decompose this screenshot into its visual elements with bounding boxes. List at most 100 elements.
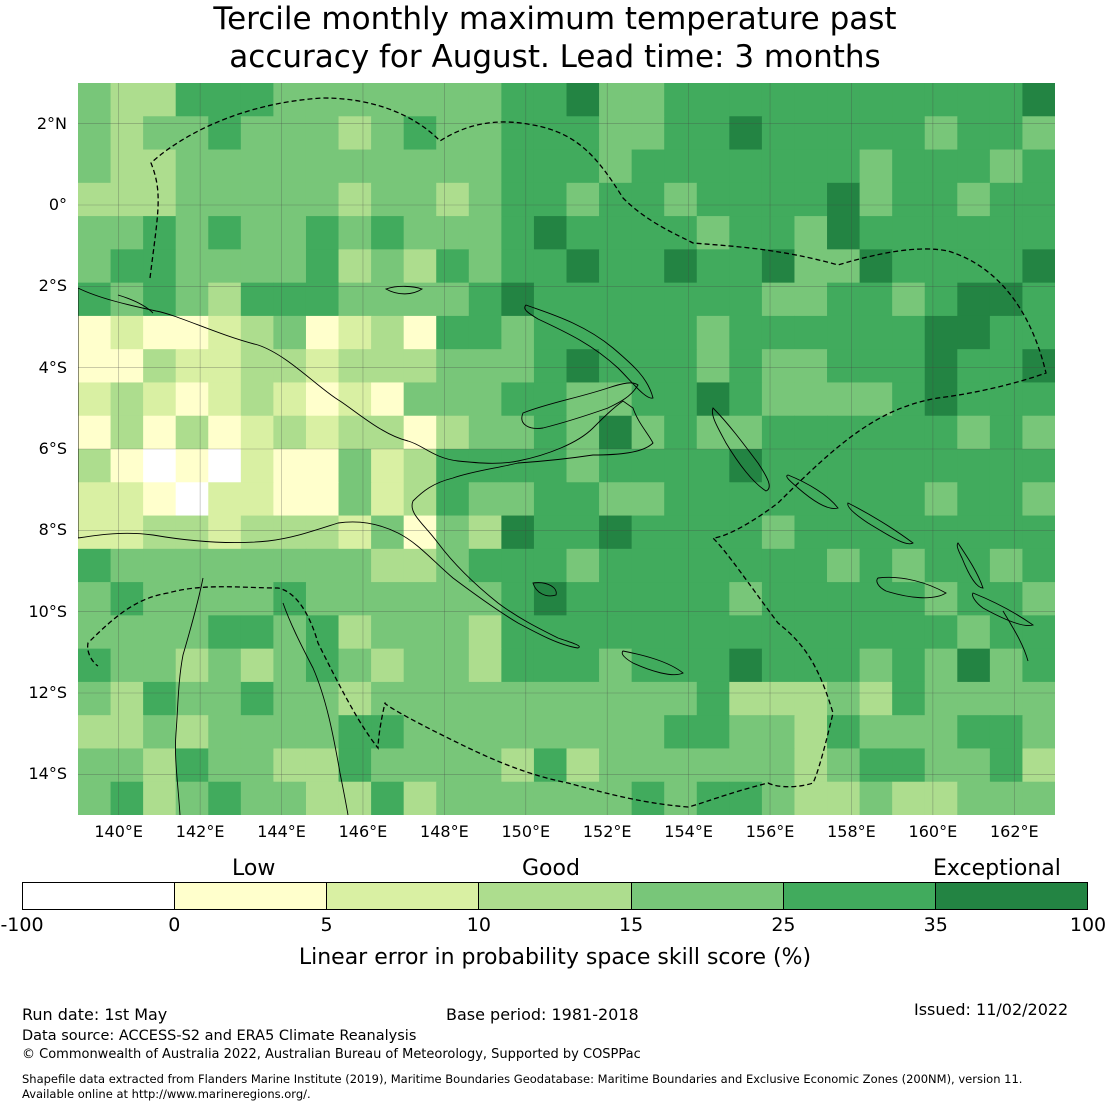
grid-cell bbox=[110, 748, 144, 783]
grid-cell bbox=[761, 282, 795, 317]
colorbar-segment bbox=[326, 883, 479, 909]
grid-cell bbox=[240, 182, 274, 217]
grid-cell bbox=[729, 681, 763, 716]
grid-cell bbox=[957, 548, 991, 583]
grid-cell bbox=[208, 781, 242, 815]
grid-cell bbox=[175, 216, 209, 250]
grid-cell bbox=[827, 116, 861, 151]
grid-cell bbox=[501, 515, 535, 550]
grid-cell bbox=[794, 149, 828, 184]
grid-cell bbox=[533, 349, 567, 383]
grid-cell bbox=[175, 781, 209, 815]
grid-cell bbox=[78, 249, 112, 284]
grid-cell bbox=[729, 648, 763, 683]
grid-cell bbox=[1022, 482, 1055, 517]
grid-cell bbox=[827, 182, 861, 217]
grid-cell bbox=[78, 182, 112, 217]
grid-cell bbox=[468, 315, 502, 350]
grid-cell bbox=[436, 315, 470, 350]
grid-cell bbox=[989, 249, 1023, 284]
grid-cell bbox=[664, 216, 698, 250]
grid-cell bbox=[468, 548, 502, 583]
colorbar-segment bbox=[174, 883, 327, 909]
grid-cell bbox=[664, 781, 698, 815]
grid-cell bbox=[175, 415, 209, 450]
grid-cell bbox=[631, 216, 665, 250]
grid-cell bbox=[859, 415, 893, 450]
grid-cell bbox=[501, 83, 535, 117]
grid-cell bbox=[501, 715, 535, 749]
grid-cell bbox=[892, 116, 926, 151]
lat-tick-label: 0° bbox=[48, 195, 67, 214]
grid-cell bbox=[403, 482, 437, 517]
grid-cell bbox=[208, 282, 242, 317]
grid-cell bbox=[533, 182, 567, 217]
grid-cell bbox=[729, 83, 763, 117]
grid-cell bbox=[892, 449, 926, 483]
grid-cell bbox=[566, 216, 600, 250]
grid-cell bbox=[957, 282, 991, 317]
dentrecasteaux-coastline bbox=[532, 582, 557, 597]
grid-cell bbox=[273, 781, 307, 815]
grid-cell bbox=[989, 482, 1023, 517]
grid-cell bbox=[240, 116, 274, 151]
grid-cell bbox=[827, 715, 861, 749]
grid-cell bbox=[599, 182, 633, 217]
grid-cell bbox=[110, 515, 144, 550]
grid-cell bbox=[371, 116, 405, 151]
grid-cell bbox=[566, 515, 600, 550]
grid-cell bbox=[924, 781, 958, 815]
grid-cell bbox=[78, 548, 112, 583]
grid-cell bbox=[403, 748, 437, 783]
data-source: Data source: ACCESS-S2 and ERA5 Climate … bbox=[22, 1028, 417, 1044]
grid-cell bbox=[78, 715, 112, 749]
grid-cell bbox=[240, 715, 274, 749]
grid-cell bbox=[664, 615, 698, 650]
grid-cell bbox=[957, 715, 991, 749]
grid-cell bbox=[729, 449, 763, 483]
grid-cell bbox=[924, 83, 958, 117]
grid-cell bbox=[631, 83, 665, 117]
grid-cell bbox=[827, 648, 861, 683]
grid-cell bbox=[696, 681, 730, 716]
grid-cell bbox=[566, 615, 600, 650]
grid-cell bbox=[892, 482, 926, 517]
grid-cell bbox=[729, 349, 763, 383]
grid-cell bbox=[533, 648, 567, 683]
grid-cell bbox=[859, 615, 893, 650]
grid-cell bbox=[436, 781, 470, 815]
grid-cell bbox=[664, 149, 698, 184]
grid-cell bbox=[371, 382, 405, 417]
grid-cell bbox=[371, 615, 405, 650]
grid-cell bbox=[175, 349, 209, 383]
grid-cell bbox=[761, 449, 795, 483]
grid-cell bbox=[143, 449, 177, 483]
grid-cell bbox=[143, 648, 177, 683]
grid-cell bbox=[208, 482, 242, 517]
santa-isabel-coastline bbox=[847, 502, 914, 545]
grid-cell bbox=[143, 249, 177, 284]
grid-cell bbox=[338, 449, 372, 483]
grid-cell bbox=[566, 282, 600, 317]
grid-cell bbox=[827, 315, 861, 350]
grid-cell bbox=[599, 315, 633, 350]
grid-cell bbox=[599, 648, 633, 683]
grid-cell bbox=[78, 216, 112, 250]
grid-cell bbox=[664, 582, 698, 616]
grid-cell bbox=[989, 582, 1023, 616]
grid-cell bbox=[957, 249, 991, 284]
grid-cell bbox=[501, 681, 535, 716]
grid-cell bbox=[273, 548, 307, 583]
cape-york-coastline bbox=[175, 577, 204, 815]
grid-cell bbox=[729, 116, 763, 151]
grid-cell bbox=[78, 415, 112, 450]
grid-cell bbox=[338, 282, 372, 317]
grid-cell bbox=[631, 249, 665, 284]
lat-tick-label: 2°N bbox=[36, 113, 67, 133]
grid-cell bbox=[175, 648, 209, 683]
grid-cell bbox=[1022, 149, 1055, 184]
grid-cell bbox=[338, 615, 372, 650]
grid-cell bbox=[827, 282, 861, 317]
grid-cell bbox=[761, 83, 795, 117]
grid-cell bbox=[110, 582, 144, 616]
